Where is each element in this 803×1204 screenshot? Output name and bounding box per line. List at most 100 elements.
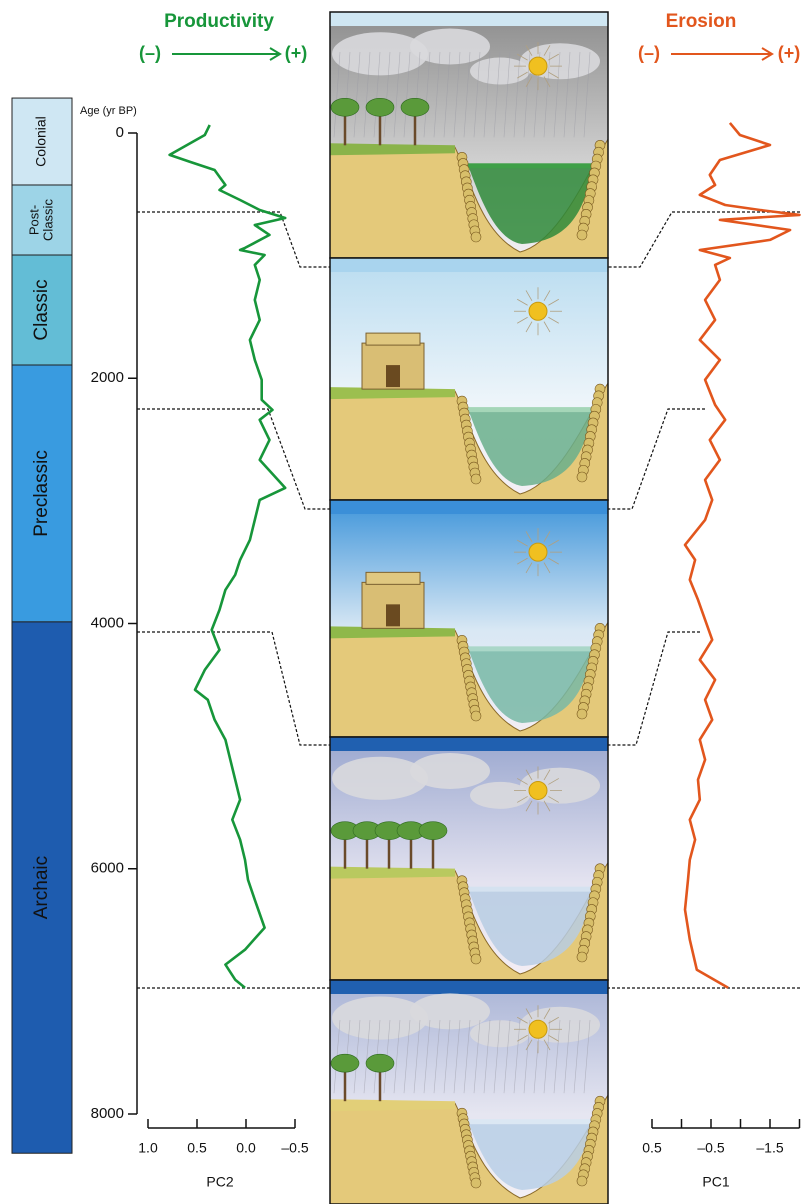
productivity-header: Productivity (–) (+) [139, 11, 307, 63]
sun-ray [517, 539, 528, 547]
sun-ray [543, 562, 551, 574]
sun-ray [548, 539, 559, 547]
rock [470, 953, 482, 965]
rain [393, 51, 401, 138]
lake [468, 1121, 592, 1190]
rain [483, 51, 491, 138]
rain [473, 1019, 481, 1094]
direction-label: (–) [638, 43, 660, 63]
profile-line [683, 122, 801, 989]
sun-ray [517, 1034, 528, 1042]
lake [468, 648, 592, 723]
chart-title: Erosion [666, 11, 737, 32]
canopy [330, 1053, 360, 1073]
sun-ray [525, 1008, 533, 1020]
sun-ray [548, 53, 559, 61]
sun-ray [517, 778, 528, 785]
profile-line [168, 124, 287, 989]
sun-ray [548, 71, 559, 79]
sun-ray [543, 1039, 551, 1051]
rain [353, 1019, 361, 1094]
arrow-head [269, 47, 282, 61]
period-band [11, 97, 73, 186]
rock [470, 1177, 482, 1189]
connector [608, 631, 700, 746]
rain [563, 1019, 571, 1094]
panel-strip [330, 258, 608, 272]
rain [423, 51, 431, 138]
cloud [410, 28, 490, 65]
sun-ray [543, 76, 551, 88]
lake-surface [468, 1119, 592, 1125]
sun-ray [543, 1008, 551, 1020]
sun-ray [548, 778, 559, 785]
rain [363, 51, 371, 138]
sun-ray [548, 557, 559, 565]
sun-ray [525, 531, 533, 542]
rain [543, 1019, 551, 1094]
rain [473, 51, 481, 138]
rock [576, 229, 588, 241]
panel-frame [329, 979, 609, 1204]
rain [363, 1019, 371, 1094]
period-label: Colonial [33, 116, 49, 167]
temple-top [365, 332, 421, 346]
rock [576, 1175, 588, 1187]
sun [528, 56, 548, 76]
panel-strip [330, 980, 608, 994]
sun-ray [517, 316, 528, 324]
sun [528, 301, 548, 321]
connector [137, 631, 330, 746]
canopy [365, 98, 395, 117]
lake-surface [468, 163, 592, 169]
rock [576, 708, 588, 720]
rain [563, 51, 571, 138]
sun-ray [543, 800, 551, 812]
rain [503, 51, 511, 138]
sun-ray [525, 562, 533, 574]
period-band [11, 621, 73, 1154]
scene-panels [329, 11, 609, 1204]
y-tick-label: 8000 [91, 1105, 124, 1122]
sun-ray [548, 1016, 559, 1024]
grass [330, 626, 455, 639]
y-tick-label: 4000 [91, 614, 124, 631]
connector [137, 408, 330, 510]
cloud [332, 996, 428, 1040]
sun-ray [517, 71, 528, 79]
sun-ray [548, 298, 559, 306]
rain [483, 1019, 491, 1094]
cloud [470, 57, 530, 85]
sun-ray [543, 531, 551, 542]
sun [528, 1019, 548, 1039]
sun-ray [525, 290, 533, 302]
rain [373, 51, 381, 138]
x-tick-label: 0.0 [236, 1140, 256, 1156]
connectors [137, 211, 800, 989]
sun-ray [517, 298, 528, 306]
period-label: Preclassic [31, 450, 52, 537]
chart-title: Productivity [164, 11, 274, 32]
cloud [410, 993, 490, 1030]
rock [576, 471, 588, 483]
rain [453, 1019, 461, 1094]
lake [468, 888, 592, 966]
temple-door [386, 365, 400, 388]
rain [463, 1019, 471, 1094]
panel-strip [330, 12, 608, 26]
rain [353, 51, 361, 138]
x-axis-label: PC2 [206, 1174, 233, 1190]
rain [583, 1019, 591, 1094]
x-tick-label: –1.5 [756, 1140, 783, 1156]
rain [493, 51, 501, 138]
sun-ray [543, 290, 551, 302]
temple-top [365, 571, 421, 585]
direction-label: (–) [139, 43, 161, 63]
sun-ray [543, 769, 551, 781]
x-tick-label: 0.5 [642, 1140, 662, 1156]
rain [453, 51, 461, 138]
rain [403, 1019, 411, 1094]
y-tick-label: 6000 [91, 860, 124, 877]
canopy [365, 1053, 395, 1073]
